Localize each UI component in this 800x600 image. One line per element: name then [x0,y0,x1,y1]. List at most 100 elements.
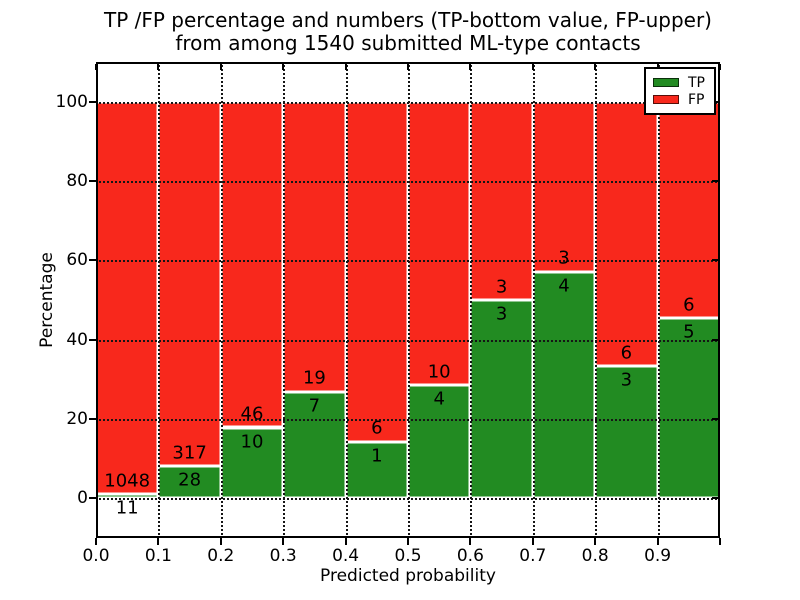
x-tick [594,538,597,545]
x-tick-label: 0.1 [144,546,172,566]
fp-count-label: 6 [371,417,383,439]
x-tick-label: 0.9 [644,546,672,566]
x-tick-top [469,64,472,70]
legend: TP FP [644,67,716,115]
tp-count-label: 11 [115,497,139,519]
x-tick-label: 0.4 [332,546,360,566]
chart-title-line1: TP /FP percentage and numbers (TP-bottom… [104,8,712,32]
fp-count-label: 19 [302,367,326,389]
bar-segment-fp [220,101,284,428]
bar-segment-fp [657,101,720,319]
gridline-vertical [345,62,348,538]
fp-count-label: 317 [172,442,207,464]
x-tick-top [95,64,97,70]
legend-label-tp: TP [688,74,705,91]
x-tick [656,538,659,545]
x-tick-label: 0.6 [456,546,484,566]
x-tick [531,538,534,545]
x-tick-top [719,64,721,70]
fp-count-label: 3 [558,247,570,269]
y-tick [89,418,96,420]
bar-segment-tp [220,427,284,499]
tp-count-label: 1 [371,445,383,467]
fp-count-label: 6 [683,294,695,316]
bar-segment-fp [158,101,221,467]
tp-count-label: 28 [178,469,202,491]
bar-segment-fp [96,101,159,495]
bar-segment-fp [470,101,533,300]
x-tick [95,538,97,545]
y-tick-right [712,180,718,182]
y-tick-label: 20 [66,409,88,429]
x-tick-top [407,64,409,70]
bar-segment-tp [595,366,658,499]
bar-segment-tp [470,300,533,499]
bar-segment-fp [532,101,596,272]
y-tick-label: 40 [66,329,88,350]
x-tick-label: 0.5 [394,546,422,566]
legend-item-tp: TP [653,74,714,91]
bar-segment-fp [345,101,408,442]
gridline-horizontal [96,181,720,183]
x-tick-top [282,64,285,70]
x-tick-label: 0.0 [82,546,110,566]
tp-count-label: 10 [240,431,264,453]
x-tick [407,538,409,545]
tp-count-label: 7 [308,395,321,417]
tp-count-label: 4 [433,388,445,410]
x-tick [719,538,721,545]
fp-color-swatch [653,95,679,104]
bar-segment-tp [657,318,720,499]
fp-count-label: 6 [620,342,633,364]
bar-segment-fp [595,101,658,367]
chart-title-line2: from among 1540 submitted ML-type contac… [175,31,641,55]
gridline-horizontal [96,260,720,263]
x-axis-label: Predicted probability [320,566,496,586]
tp-color-swatch [653,78,679,87]
x-tick-top [157,64,160,70]
y-axis-label: Percentage [37,252,57,348]
x-tick-top [531,64,534,70]
gridline-horizontal [96,498,720,501]
fp-count-label: 46 [240,403,264,425]
y-tick-right [712,259,718,262]
fp-count-label: 10 [427,361,451,382]
y-tick-right [712,497,718,500]
gridline-vertical [470,62,473,538]
y-tick-label: 80 [66,171,88,191]
y-tick [89,497,96,500]
x-tick-top [594,64,597,70]
bar-annotations-layer: 1048 11 317 28 46 10 19 7 6 1 10 4 3 3 3 4 6 3 6 5 [96,62,720,538]
y-tick [89,180,96,182]
bars-layer [96,62,720,538]
x-tick-label: 0.2 [207,546,235,566]
y-tick-right [712,418,718,420]
tp-count-label: 3 [620,369,633,391]
x-tick [219,538,222,545]
chart-title: TP /FP percentage and numbers (TP-bottom… [96,9,720,55]
y-tick-label: 100 [55,91,88,112]
bar-segment-fp [408,101,471,385]
y-tick-label: 60 [66,250,88,271]
x-tick-label: 0.3 [269,546,297,566]
x-tick-top [219,64,222,70]
gridline-vertical [283,62,286,538]
fp-count-label: 1048 [104,470,151,492]
gridline-horizontal [96,101,720,104]
x-tick [282,538,285,545]
bar-segment-tp [96,494,159,499]
x-tick-top [344,64,347,70]
gridline-vertical [595,62,598,538]
y-tick [89,259,96,262]
x-tick-label: 0.7 [519,546,547,566]
x-tick-label: 0.8 [581,546,609,566]
fp-count-label: 3 [495,276,508,297]
x-tick [344,538,347,545]
tp-count-label: 4 [558,275,570,297]
gridline-vertical [158,62,161,538]
tp-count-label: 5 [683,321,695,343]
legend-label-fp: FP [688,91,705,108]
bar-segment-tp [345,441,408,499]
y-tick-right [712,338,718,341]
